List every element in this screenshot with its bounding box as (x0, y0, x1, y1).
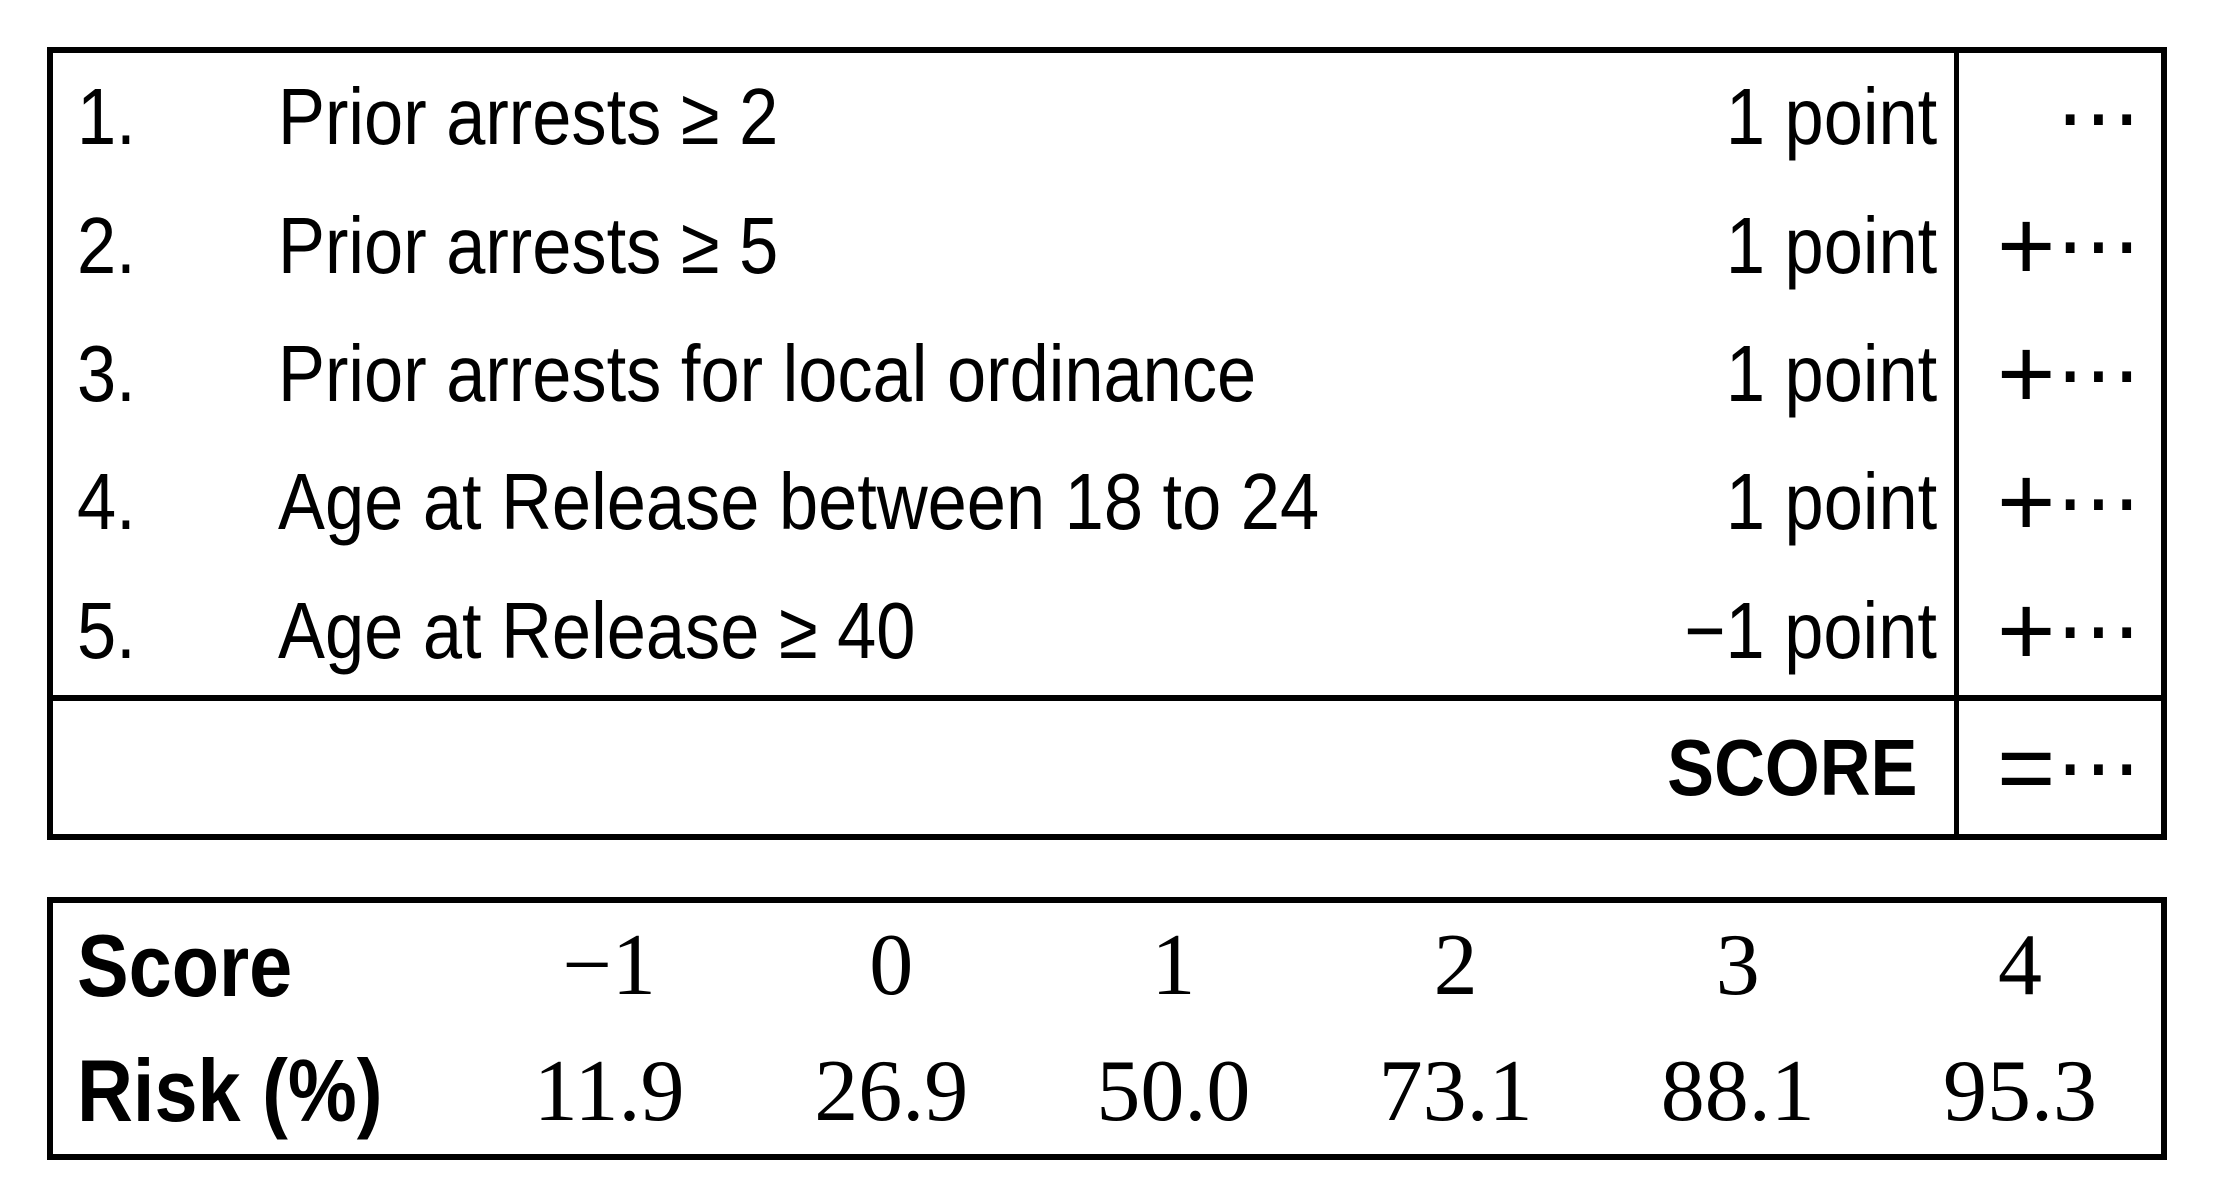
tally-operator: + (1997, 574, 2056, 687)
tally-dots: ⋯ (2056, 67, 2141, 167)
tally-dots: ⋯ (2056, 581, 2141, 681)
tally-operator: + (1997, 446, 2056, 559)
tally-dots: ⋯ (2056, 324, 2141, 424)
risk-row: Risk (%) 11.9 26.9 50.0 73.1 88.1 95.3 (53, 1029, 2161, 1155)
item-points: 1 point (1725, 329, 1937, 419)
item-points: 1 point (1725, 200, 1937, 290)
total-tally-cell: = ⋯ (1954, 701, 2161, 834)
item-number: 1. (77, 72, 136, 162)
tally-dots: ⋯ (2056, 452, 2141, 552)
score-item-row: 2. Prior arrests ≥ 5 1 point + ⋯ (53, 181, 2161, 310)
score-row: Score −1 0 1 2 3 4 (53, 903, 2161, 1029)
score-total-label: SCORE (1666, 722, 1917, 812)
item-number: 3. (77, 329, 136, 419)
risk-value: 26.9 (814, 1042, 969, 1140)
score-value: 0 (869, 917, 914, 1015)
tally-cell: + ⋯ (1954, 566, 2161, 696)
equals-operator: = (1997, 711, 2056, 824)
score-value: 1 (1151, 917, 1196, 1015)
score-value: −1 (562, 917, 656, 1015)
item-number: 4. (77, 457, 136, 547)
risk-value: 88.1 (1660, 1042, 1815, 1140)
score-sheet-table: 1. Prior arrests ≥ 2 1 point ⋯ 2. Prior … (47, 47, 2167, 840)
score-value: 2 (1433, 917, 1478, 1015)
item-label: Prior arrests ≥ 2 (278, 72, 779, 162)
risk-value: 73.1 (1378, 1042, 1533, 1140)
risk-value: 11.9 (533, 1042, 685, 1140)
risk-row-label: Risk (%) (77, 1041, 383, 1141)
item-label: Age at Release ≥ 40 (278, 585, 916, 675)
score-value: 3 (1715, 917, 1760, 1015)
score-item-row: 4. Age at Release between 18 to 24 1 poi… (53, 438, 2161, 567)
item-points: −1 point (1684, 585, 1937, 675)
score-item-row: 3. Prior arrests for local ordinance 1 p… (53, 309, 2161, 439)
item-points: 1 point (1725, 457, 1937, 547)
item-points: 1 point (1725, 72, 1937, 162)
item-number: 5. (77, 585, 136, 675)
tally-dots: ⋯ (2056, 196, 2141, 296)
item-label: Prior arrests ≥ 5 (278, 200, 779, 290)
tally-operator: + (1997, 189, 2056, 302)
risk-value: 95.3 (1942, 1042, 2097, 1140)
tally-cell: + ⋯ (1954, 181, 2161, 310)
tally-cell: + ⋯ (1954, 309, 2161, 439)
item-label: Age at Release between 18 to 24 (278, 457, 1320, 547)
score-item-row: 1. Prior arrests ≥ 2 1 point ⋯ (53, 53, 2161, 182)
item-label: Prior arrests for local ordinance (278, 329, 1257, 419)
risk-conversion-table: Score −1 0 1 2 3 4 Risk (%) 11.9 26.9 50… (47, 897, 2167, 1160)
tally-operator: + (1997, 318, 2056, 431)
tally-cell: ⋯ (1954, 53, 2161, 182)
item-number: 2. (77, 200, 136, 290)
score-total-row: SCORE = ⋯ (53, 701, 2161, 834)
tally-cell: + ⋯ (1954, 438, 2161, 567)
total-tally-dots: ⋯ (2056, 718, 2141, 817)
score-item-row: 5. Age at Release ≥ 40 −1 point + ⋯ (53, 566, 2161, 696)
risk-value: 50.0 (1096, 1042, 1251, 1140)
score-sheet-body: 1. Prior arrests ≥ 2 1 point ⋯ 2. Prior … (53, 53, 2161, 701)
score-row-label: Score (77, 915, 293, 1015)
score-value: 4 (1997, 917, 2042, 1015)
